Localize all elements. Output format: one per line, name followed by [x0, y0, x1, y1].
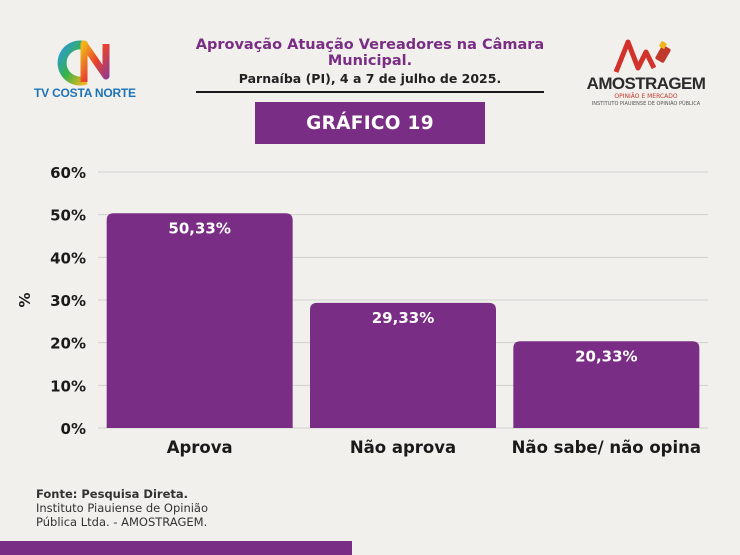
- y-tick-label: 30%: [50, 292, 86, 310]
- source-line-2: Pública Ltda. - AMOSTRAGEM.: [36, 515, 208, 529]
- bar-data-label: 50,33%: [168, 219, 230, 237]
- y-tick-label: 10%: [50, 377, 86, 395]
- left-logo-text: TV COSTA NORTE: [34, 86, 136, 100]
- y-tick-label: 20%: [50, 335, 86, 353]
- cn-logo-icon: [57, 40, 110, 86]
- source-label: Fonte: Pesquisa Direta.: [36, 487, 189, 501]
- tv-costa-norte-logo: TV COSTA NORTE: [34, 40, 146, 102]
- bar: [513, 341, 700, 428]
- source-line-1: Instituto Piauiense de Opinião: [36, 501, 209, 515]
- right-logo-text: AMOSTRAGEM: [586, 74, 706, 93]
- source-note: Fonte: Pesquisa Direta. Instituto Piauie…: [36, 487, 296, 529]
- bar: [106, 213, 293, 428]
- y-tick-label: 50%: [50, 207, 86, 225]
- y-tick-label: 40%: [50, 249, 86, 267]
- bar-data-label: 29,33%: [372, 309, 434, 327]
- bar-data-label: 20,33%: [575, 347, 637, 365]
- x-category-label: Não sabe/ não opina: [512, 438, 701, 457]
- chart-subtitle: Parnaíba (PI), 4 a 7 de julho de 2025.: [238, 71, 502, 86]
- footer-accent-bar: [0, 541, 352, 555]
- chart-title: Aprovação Atuação Vereadores na Câmara M…: [195, 37, 545, 69]
- bar-chart: 0% 10% 20% 30% 40% 50% 60%% 50,33% Aprova 29,33% N…: [16, 164, 708, 457]
- y-tick-label: 60%: [50, 164, 86, 182]
- chart-number-badge: GRÁFICO 19: [255, 102, 485, 144]
- x-category-label: Aprova: [167, 438, 233, 457]
- y-tick-label: 0%: [61, 420, 86, 438]
- header-divider: [196, 91, 544, 93]
- y-axis-label: %: [16, 292, 34, 307]
- amostragem-mark-icon: [613, 39, 671, 73]
- right-logo-subtagline: INSTITUTO PIAUIENSE DE OPINIÃO PÚBLICA: [591, 101, 701, 107]
- x-category-label: Não aprova: [350, 438, 456, 457]
- right-logo-tagline: OPINIÃO E MERCADO: [614, 93, 678, 100]
- bar: [310, 302, 496, 428]
- amostragem-logo: AMOSTRAGEM OPINIÃO E MERCADO INSTITUTO P…: [584, 38, 708, 110]
